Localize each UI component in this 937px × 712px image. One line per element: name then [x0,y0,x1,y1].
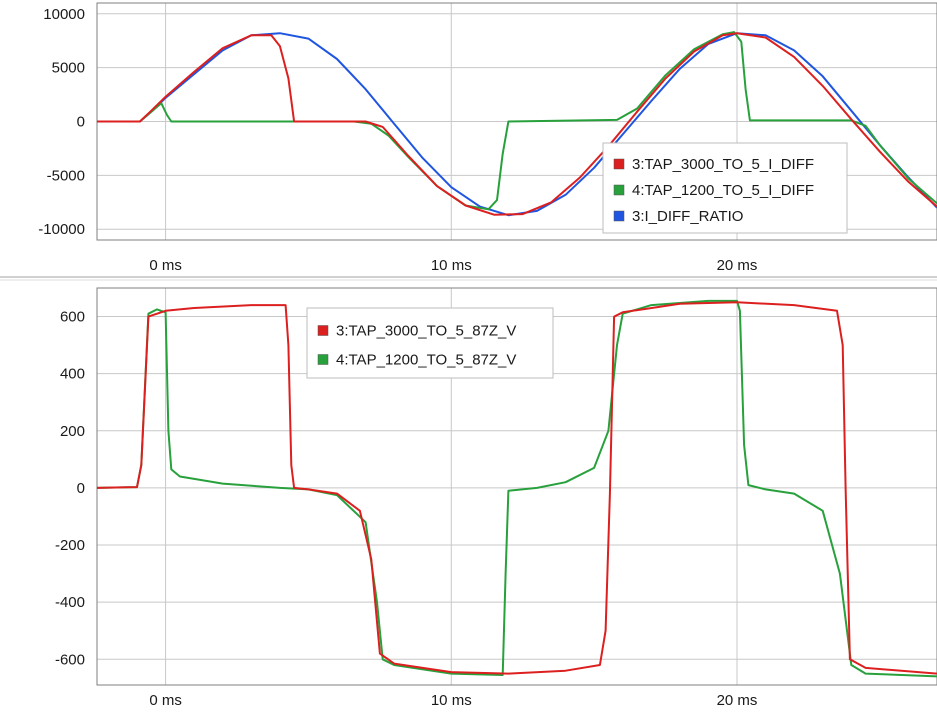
x-tick-label: 0 ms [149,257,182,274]
y-tick-label: -5000 [47,167,85,184]
legend-swatch[interactable] [613,210,625,222]
y-tick-label: 10000 [43,6,85,23]
y-tick-label: -400 [55,594,85,611]
plot-frame [96,287,937,686]
legend[interactable]: 3:TAP_3000_TO_5_I_DIFF 4:TAP_1200_TO_5_I_… [602,142,848,234]
x-tick-label: 0 ms [149,692,182,709]
legend-box [306,307,554,379]
series-line-3-tap-3000-to-5-i-diff [97,32,937,216]
legend-box [602,142,848,234]
legend-swatch[interactable] [317,354,329,365]
x-tick-label: 10 ms [431,257,472,274]
y-tick-label: 200 [60,423,85,440]
y-tick-label: -10000 [38,221,85,238]
x-tick-label: 20 ms [717,692,758,709]
top-chart-panel: 10000 5000 0 -5000 -10000 0 ms 10 ms 20 ms 3:TAP… [38,2,937,274]
series-layer [97,299,937,678]
y-tick-label: 0 [77,114,85,131]
bottom-chart-panel: 600 400 200 0 -200 -400 -600 0 ms 10 ms 20 ms 3:TA… [55,287,937,709]
legend[interactable]: 3:TAP_3000_TO_5_87Z_V 4:TAP_1200_TO_5_87Z… [306,307,554,379]
x-tick-label: 20 ms [717,257,758,274]
legend-entry-label[interactable]: 3:TAP_3000_TO_5_87Z_V [336,323,516,340]
legend-entry-label[interactable]: 3:TAP_3000_TO_5_I_DIFF [632,156,814,173]
series-line-3-tap-3000-to-5-87z-v [97,301,937,675]
legend-entry-label[interactable]: 4:TAP_1200_TO_5_87Z_V [336,352,516,369]
legend-swatch[interactable] [613,158,625,170]
series-layer [97,31,937,217]
y-tick-label: -200 [55,537,85,554]
series-line-4-tap-1200-to-5-87z-v [97,299,937,678]
legend-swatch[interactable] [317,325,329,336]
y-tick-label: 0 [77,480,85,497]
y-tick-label: -600 [55,651,85,668]
y-tick-label: 5000 [52,60,85,77]
series-line-4-tap-1200-to-5-i-diff [97,31,937,211]
y-tick-label: 600 [60,309,85,326]
legend-swatch[interactable] [613,184,625,196]
legend-entry-label[interactable]: 4:TAP_1200_TO_5_I_DIFF [632,182,814,199]
y-tick-label: 400 [60,366,85,383]
legend-entry-label[interactable]: 3:I_DIFF_RATIO [632,208,743,225]
x-tick-label: 10 ms [431,692,472,709]
